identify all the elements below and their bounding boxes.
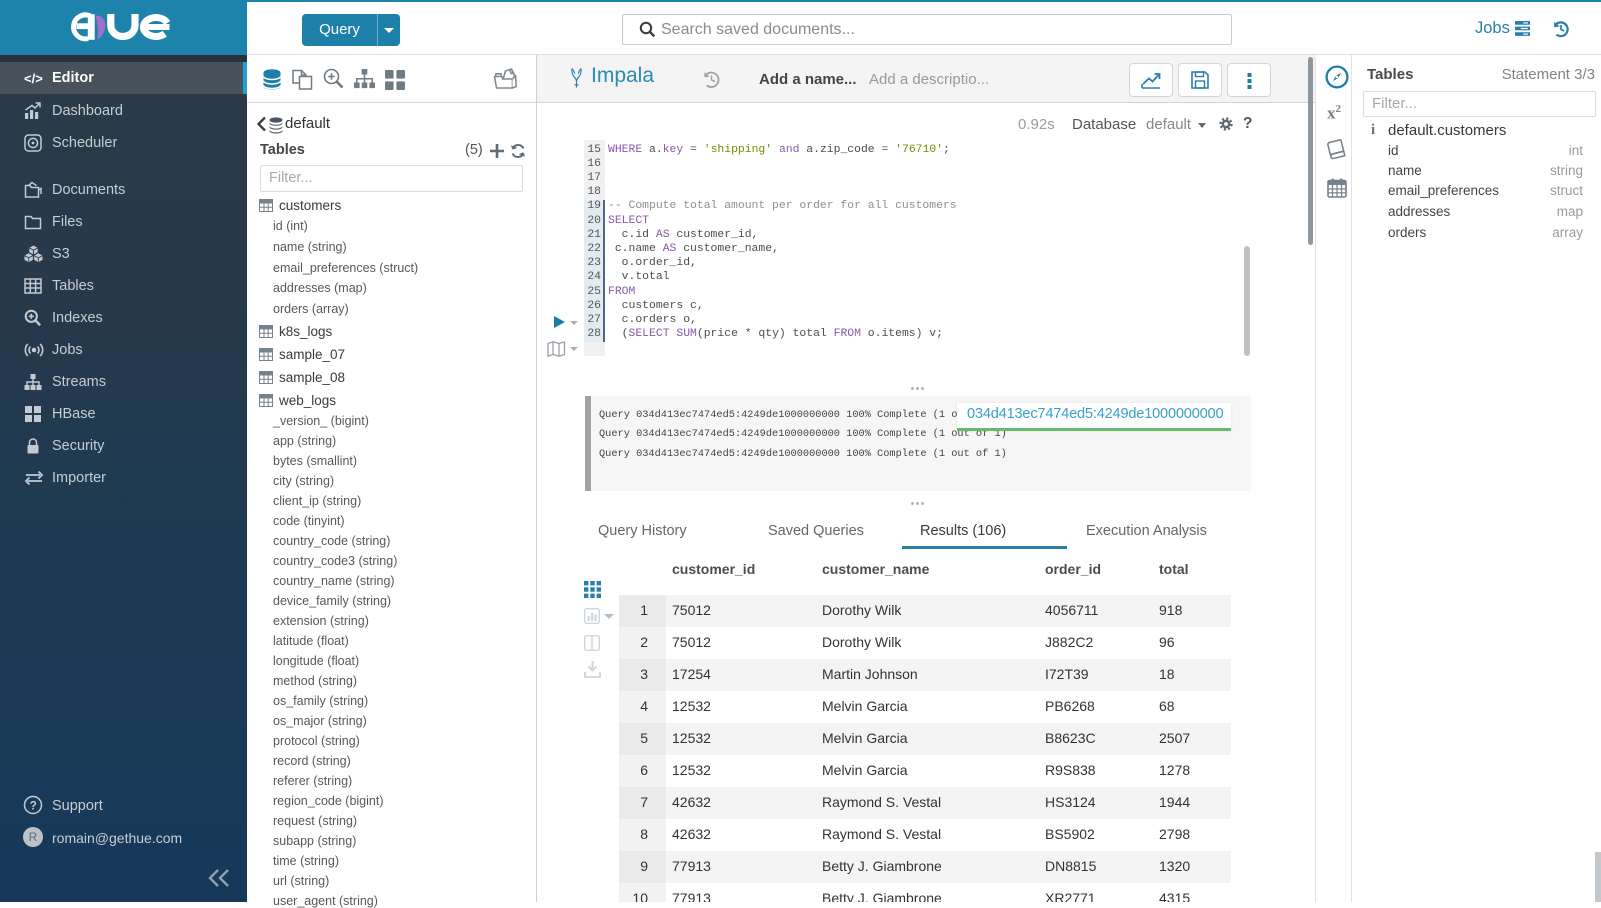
svg-text:</>: </> — [24, 71, 43, 86]
svg-text:?: ? — [30, 800, 37, 812]
